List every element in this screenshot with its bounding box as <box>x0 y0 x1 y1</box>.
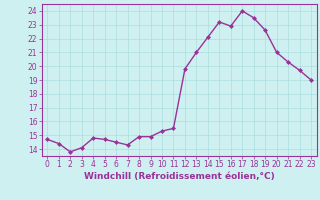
X-axis label: Windchill (Refroidissement éolien,°C): Windchill (Refroidissement éolien,°C) <box>84 172 275 181</box>
